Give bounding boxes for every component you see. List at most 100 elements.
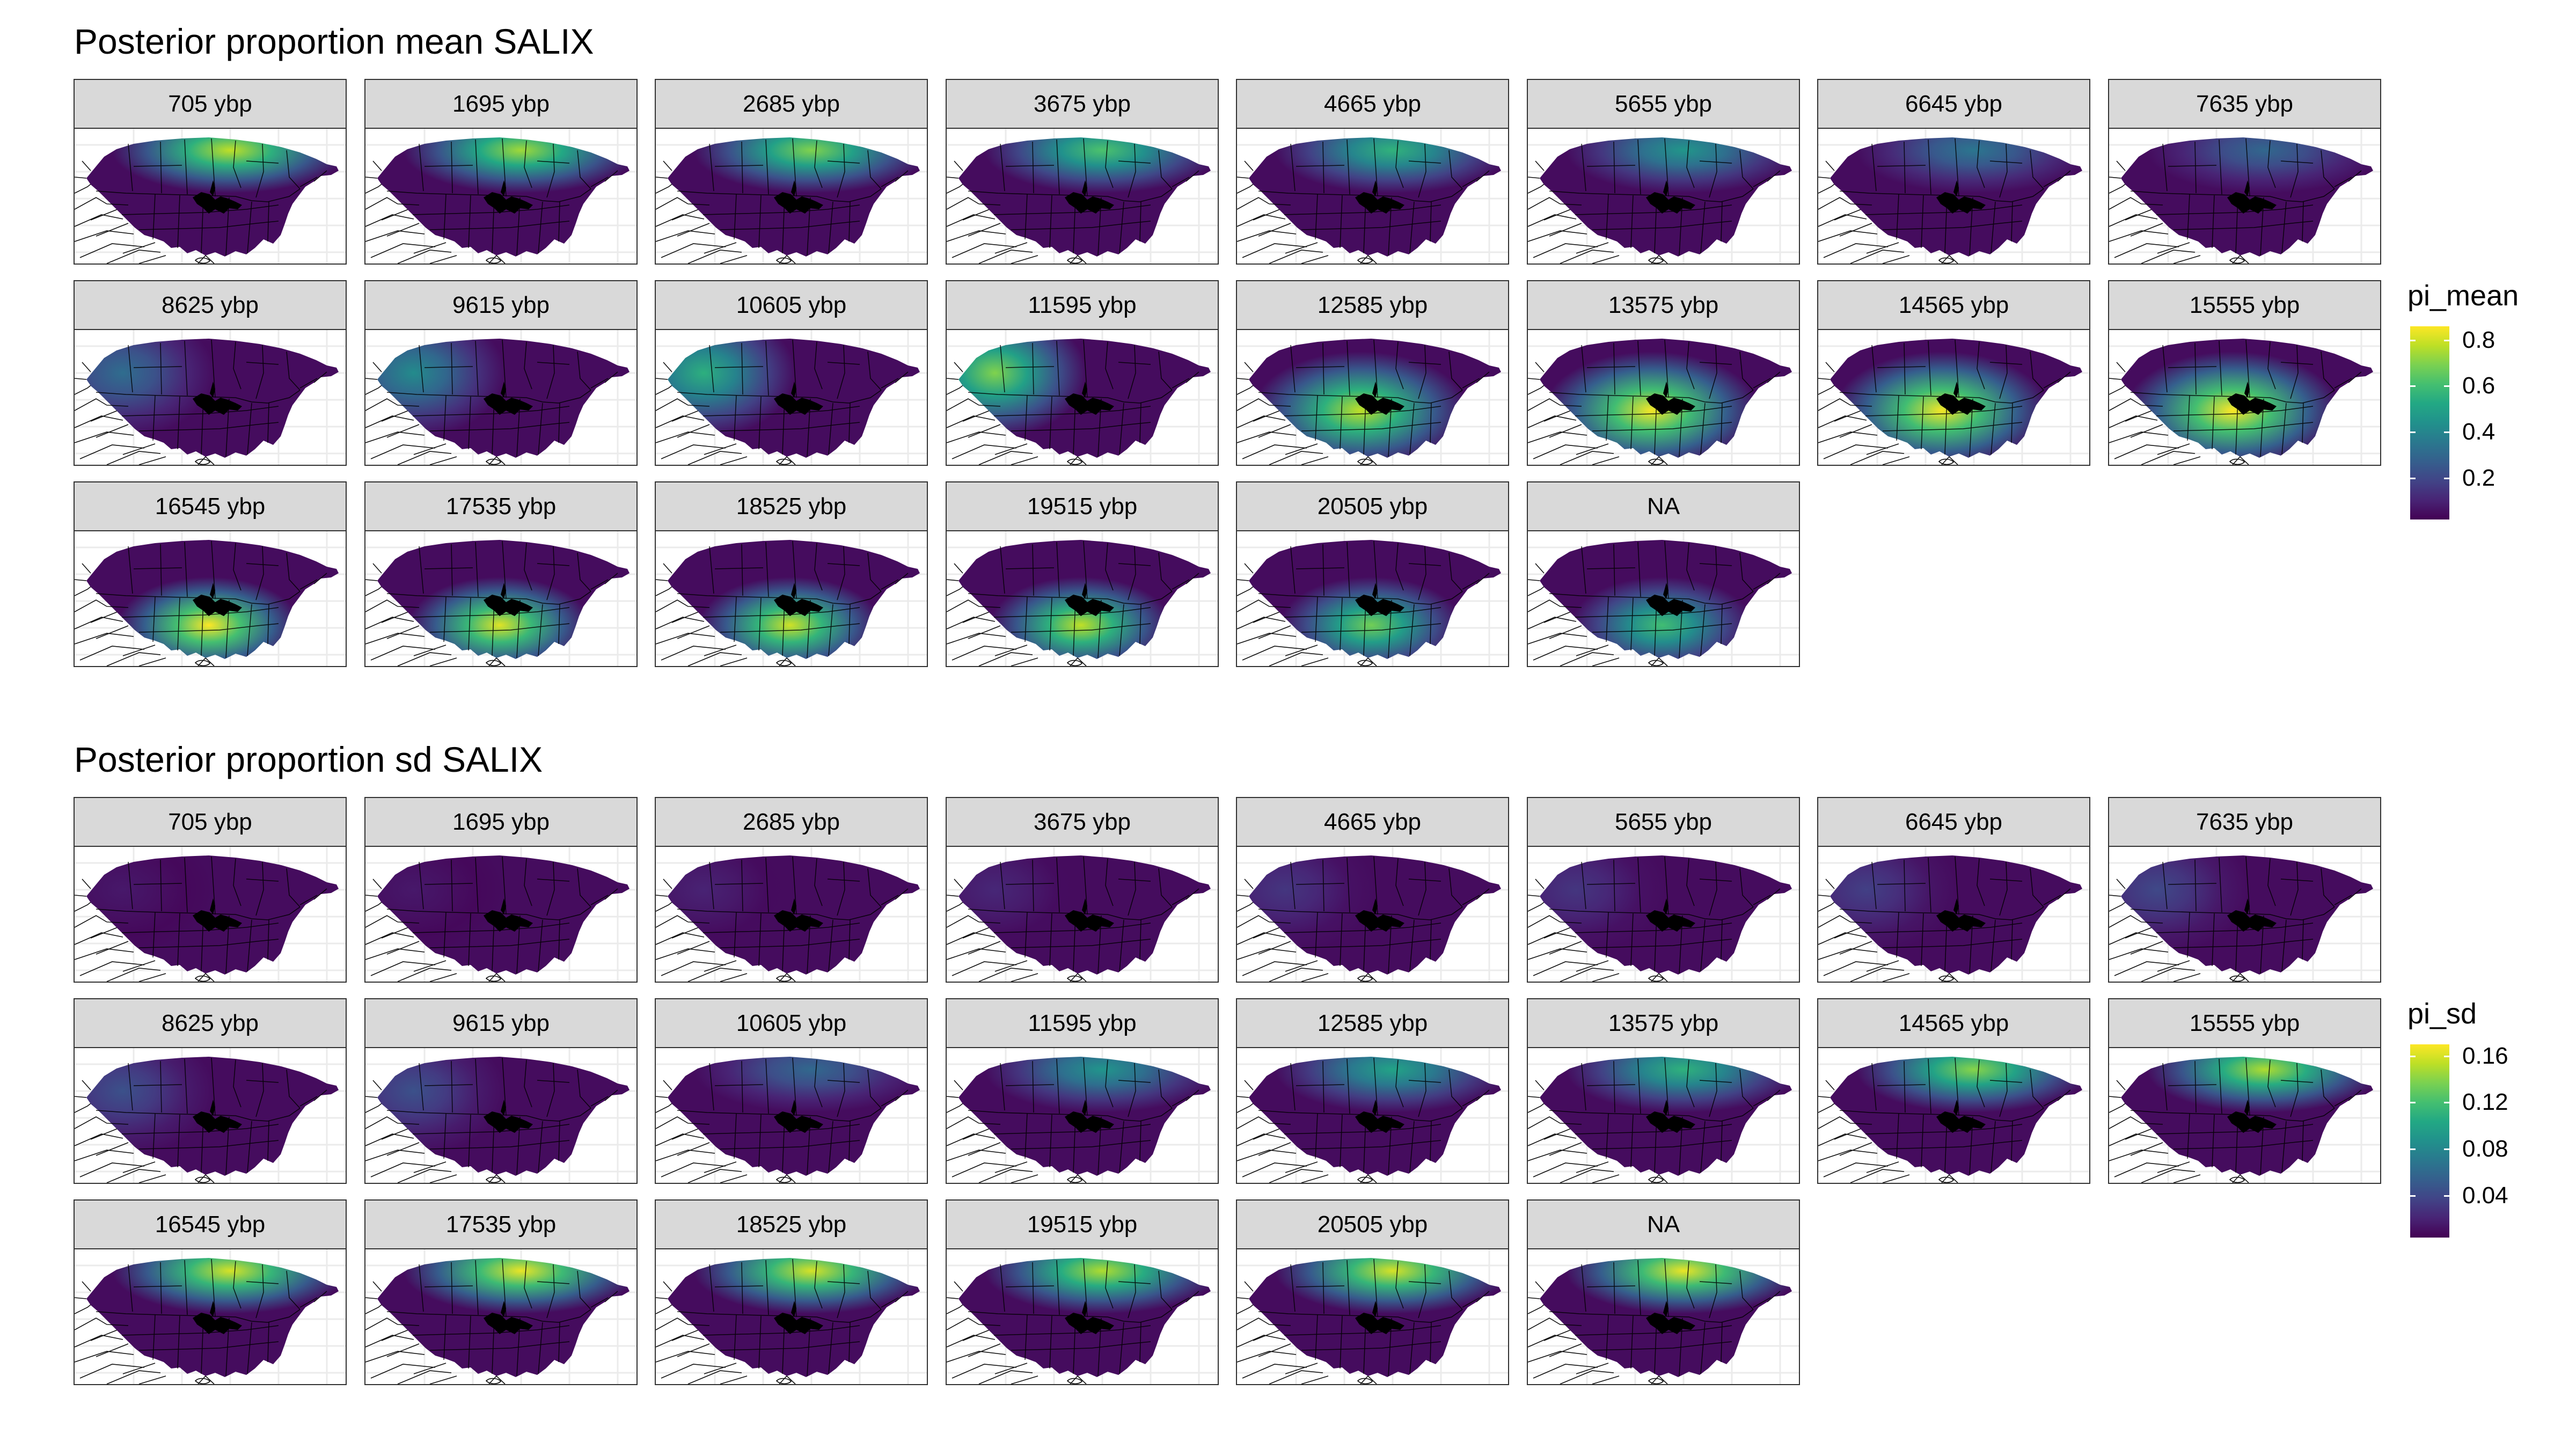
map-svg — [1237, 1048, 1508, 1183]
state-province-borders — [96, 540, 327, 658]
color-legend: pi_sd 0.16 0.12 0.08 0.04 — [2407, 997, 2568, 1244]
facet-strip-label: 2685 ybp — [655, 797, 928, 847]
facet-strip-label: 12585 ybp — [1236, 998, 1509, 1048]
state-province-borders — [677, 1258, 909, 1377]
map-svg — [1237, 129, 1508, 264]
facet-panel: 17535 ybp — [364, 481, 638, 667]
facet-panel: 16545 ybp — [74, 481, 347, 667]
facet-map — [74, 846, 347, 983]
legend-colorbar — [2410, 1044, 2449, 1238]
great-lakes — [1065, 583, 1114, 616]
facet-map — [2108, 329, 2381, 466]
great-lakes — [774, 1100, 823, 1133]
facet-strip-label: 18525 ybp — [655, 481, 928, 531]
facet-panel: 1695 ybp — [364, 797, 638, 983]
figure-title: Posterior proportion sd SALIX — [74, 740, 543, 779]
facet-panel: 5655 ybp — [1527, 797, 1800, 983]
facet-panel: 4665 ybp — [1236, 797, 1509, 983]
great-lakes — [193, 583, 242, 616]
state-province-borders — [1549, 1057, 1781, 1175]
state-province-borders — [1549, 138, 1781, 256]
facet-panel: 705 ybp — [74, 79, 347, 265]
great-lakes — [1936, 1100, 1986, 1133]
great-lakes — [1646, 898, 1695, 932]
facet-strip-label: 8625 ybp — [74, 998, 347, 1048]
great-lakes — [1646, 180, 1695, 214]
facet-strip-label: 7635 ybp — [2108, 797, 2381, 847]
state-province-borders — [1839, 339, 2071, 457]
facet-panel: 6645 ybp — [1817, 797, 2090, 983]
facet-panel: 4665 ybp — [1236, 79, 1509, 265]
state-province-borders — [677, 339, 909, 457]
state-province-borders — [2130, 339, 2362, 457]
outside-borders — [1528, 1080, 1668, 1183]
outside-borders — [1237, 362, 1377, 465]
outside-borders — [1528, 879, 1668, 982]
facet-strip-label: 705 ybp — [74, 79, 347, 129]
state-province-borders — [386, 138, 618, 256]
outside-borders — [75, 160, 215, 264]
outside-borders — [365, 160, 506, 264]
facet-strip-label: 16545 ybp — [74, 1199, 347, 1249]
great-lakes — [774, 898, 823, 932]
facet-panel: 14565 ybp — [1817, 280, 2090, 466]
outside-borders — [947, 563, 1087, 666]
state-province-borders — [1258, 856, 1490, 974]
map-svg — [75, 1249, 346, 1384]
facet-map — [364, 846, 638, 983]
facet-panel: 18525 ybp — [655, 481, 928, 667]
facet-strip-label: 19515 ybp — [946, 481, 1219, 531]
facet-panel: 8625 ybp — [74, 280, 347, 466]
facet-map — [1236, 329, 1509, 466]
facet-map — [946, 1047, 1219, 1184]
outside-borders — [1818, 160, 1958, 264]
map-svg — [365, 129, 636, 264]
state-province-borders — [1258, 1258, 1490, 1377]
state-province-borders — [1258, 339, 1490, 457]
map-svg — [656, 1048, 927, 1183]
state-province-borders — [1549, 1258, 1781, 1377]
map-svg — [365, 1249, 636, 1384]
facet-panel: 11595 ybp — [946, 280, 1219, 466]
state-province-borders — [96, 856, 327, 974]
facet-panel: 9615 ybp — [364, 998, 638, 1184]
outside-borders — [656, 160, 796, 264]
great-lakes — [1646, 1301, 1695, 1334]
facet-panel: 10605 ybp — [655, 998, 928, 1184]
facet-panel: 2685 ybp — [655, 79, 928, 265]
map-svg — [1818, 129, 2089, 264]
facet-strip-label: 20505 ybp — [1236, 1199, 1509, 1249]
facet-map — [1236, 846, 1509, 983]
map-svg — [656, 531, 927, 666]
facet-map — [1236, 1047, 1509, 1184]
facet-panel: 12585 ybp — [1236, 998, 1509, 1184]
state-province-borders — [1839, 856, 2071, 974]
facet-map — [74, 530, 347, 667]
facet-strip-label: 4665 ybp — [1236, 79, 1509, 129]
great-lakes — [2227, 382, 2277, 415]
legend-colorbar — [2410, 326, 2449, 519]
facet-panel: 20505 ybp — [1236, 481, 1509, 667]
outside-borders — [75, 563, 215, 666]
outside-borders — [1528, 362, 1668, 465]
map-svg — [947, 531, 1218, 666]
map-svg — [1528, 1048, 1799, 1183]
facet-map — [655, 530, 928, 667]
state-province-borders — [386, 1258, 618, 1377]
facet-map — [2108, 1047, 2381, 1184]
map-svg — [365, 330, 636, 465]
great-lakes — [1355, 583, 1404, 616]
facet-panel: 3675 ybp — [946, 79, 1219, 265]
great-lakes — [2227, 1100, 2277, 1133]
map-svg — [947, 330, 1218, 465]
outside-borders — [656, 563, 796, 666]
facet-strip-label: 8625 ybp — [74, 280, 347, 330]
facet-panel: 19515 ybp — [946, 481, 1219, 667]
outside-borders — [947, 1080, 1087, 1183]
map-svg — [656, 129, 927, 264]
map-svg — [2109, 129, 2380, 264]
facet-strip-label: 6645 ybp — [1817, 79, 2090, 129]
facet-panel: 1695 ybp — [364, 79, 638, 265]
facet-panel: 10605 ybp — [655, 280, 928, 466]
facet-panel: NA — [1527, 1199, 1800, 1385]
